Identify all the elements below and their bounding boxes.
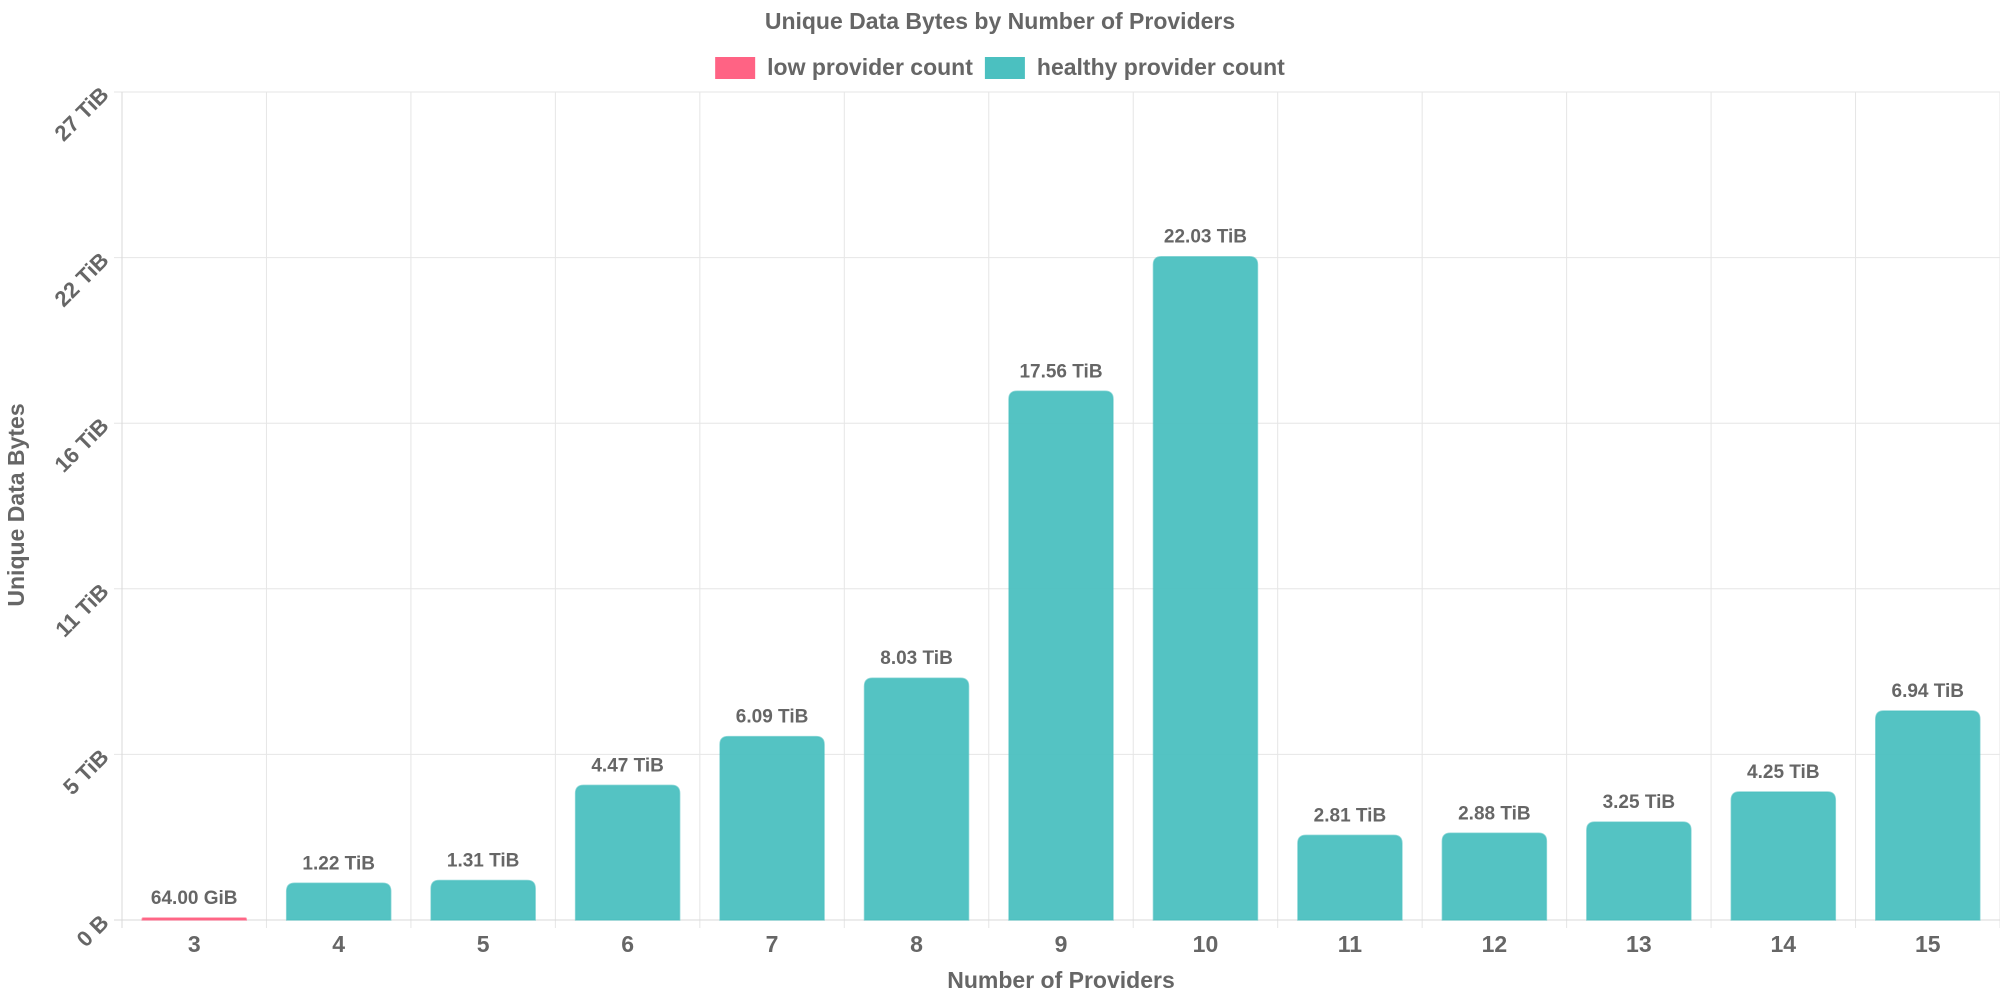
bar-14[interactable] [1730,791,1837,921]
data-label-6: 4.47 TiB [591,755,664,776]
data-label-12: 2.88 TiB [1458,803,1531,824]
bar-9[interactable] [1008,390,1114,921]
grid-lines [114,91,2000,928]
bar-3[interactable] [141,917,247,921]
data-label-13: 3.25 TiB [1603,792,1676,813]
legend-label: healthy provider count [1037,54,1285,80]
x-axis-title: Number of Providers [947,967,1175,993]
y-axis-title: Unique Data Bytes [3,403,29,606]
y-axis-ticks: 0 B 5 TiB 11 TiB 16 TiB 22 TiB 27 TiB [49,82,113,952]
legend-item-low[interactable]: low provider count [715,54,973,80]
x-tick-label: 10 [1193,931,1219,957]
x-tick-label: 14 [1771,931,1797,957]
data-label-8: 8.03 TiB [880,648,953,669]
y-tick-label: 16 TiB [49,413,113,477]
bars [141,255,1981,921]
legend-item-healthy[interactable]: healthy provider count [984,54,1285,80]
data-label-10: 22.03 TiB [1164,227,1247,248]
y-tick-label: 22 TiB [49,247,113,311]
bar-13[interactable] [1586,821,1692,921]
bar-15[interactable] [1875,710,1981,921]
data-label-14: 4.25 TiB [1747,762,1820,783]
x-tick-label: 4 [332,931,345,957]
x-tick-label: 6 [621,931,634,957]
legend-label: low provider count [767,54,973,80]
x-tick-label: 3 [188,931,201,957]
y-tick-label: 5 TiB [58,744,113,799]
bar-5[interactable] [430,879,536,921]
x-tick-label: 8 [910,931,923,957]
legend-swatch [984,57,1025,79]
x-tick-label: 11 [1338,931,1363,957]
x-tick-label: 9 [1055,931,1068,957]
x-tick-label: 13 [1626,931,1652,957]
data-label-3: 64.00 GiB [151,888,238,909]
x-tick-label: 5 [477,931,490,957]
legend-swatch [715,57,756,79]
data-label-4: 1.22 TiB [302,853,375,874]
y-tick-label: 27 TiB [49,82,113,146]
x-tick-label: 15 [1915,931,1941,957]
x-axis-ticks: 3 4 5 6 7 8 9 10 11 12 13 14 15 [188,931,1941,957]
legend[interactable]: low provider count healthy provider count [715,54,1285,80]
bar-8[interactable] [863,677,970,921]
bar-4[interactable] [285,882,392,921]
data-label-15: 6.94 TiB [1892,681,1965,702]
y-tick-label: 11 TiB [50,579,113,642]
data-labels: 64.00 GiB 1.22 TiB 1.31 TiB 4.47 TiB 6.09 Ti… [151,227,1964,909]
x-tick-label: 12 [1482,931,1508,957]
y-tick-label: 0 B [72,910,114,952]
chart-title: Unique Data Bytes by Number of Providers [765,8,1235,34]
x-tick-label: 7 [766,931,779,957]
data-label-7: 6.09 TiB [736,707,809,728]
bar-6[interactable] [574,784,681,921]
bar-12[interactable] [1441,832,1548,921]
data-label-11: 2.81 TiB [1314,805,1387,826]
bar-10[interactable] [1152,255,1259,921]
bar-7[interactable] [719,735,825,921]
data-label-5: 1.31 TiB [447,851,520,872]
bar-11[interactable] [1297,834,1403,921]
data-label-9: 17.56 TiB [1019,361,1102,382]
